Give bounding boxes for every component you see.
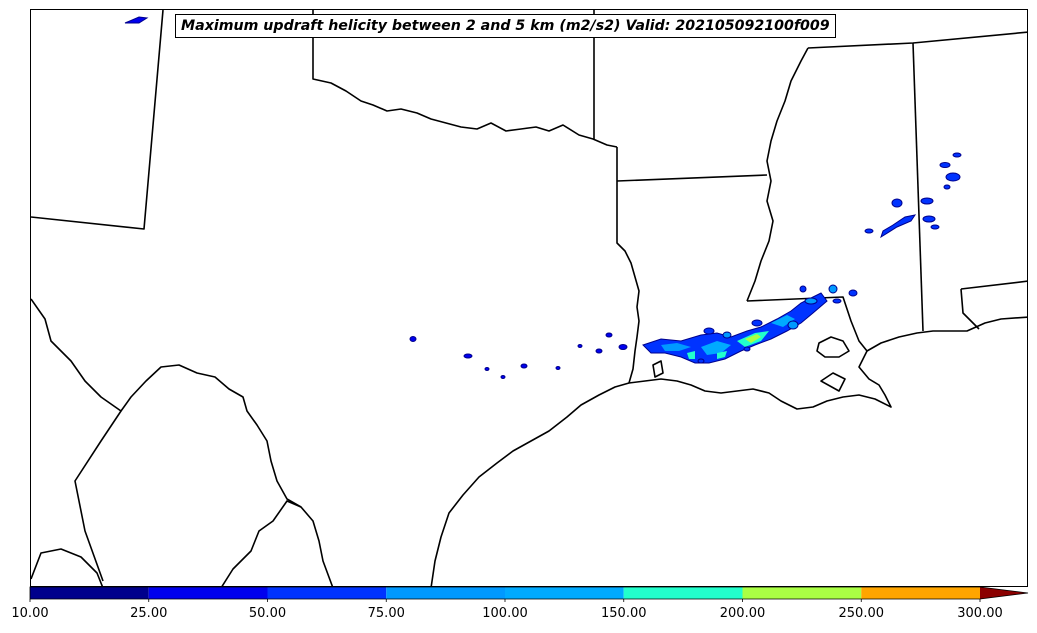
state-border-tx-ar-la xyxy=(616,147,640,384)
colorbar-tick-label: 200.00 xyxy=(719,606,766,621)
colorbar-tick-label: 250.00 xyxy=(838,606,885,621)
gulf-coastline xyxy=(430,316,1027,586)
map-canvas xyxy=(31,10,1027,586)
state-border-ms-al xyxy=(912,42,924,332)
map-title: Maximum updraft helicity between 2 and 5… xyxy=(175,14,836,38)
border-mexico-states-3 xyxy=(31,548,104,586)
swath-nw xyxy=(124,16,149,24)
helicity-swaths xyxy=(124,16,962,379)
colorbar xyxy=(29,586,1029,602)
state-border-tn-line xyxy=(807,31,1027,49)
lake-pontchartrain xyxy=(816,336,850,358)
sabine-lake xyxy=(652,360,664,378)
colorbar-tick-label: 25.00 xyxy=(130,606,168,621)
state-border-ar-la xyxy=(616,174,768,182)
colorbar-segment xyxy=(505,587,624,599)
colorbar-extend-arrow xyxy=(980,587,1028,599)
colorbar-segment xyxy=(30,587,149,599)
border-mexico-states-2 xyxy=(221,500,302,586)
colorbar-tick-label: 10.00 xyxy=(11,606,49,621)
colorbar-segment xyxy=(386,587,505,599)
colorbar-tick-label: 300.00 xyxy=(957,606,1003,621)
colorbar-segment xyxy=(742,587,862,599)
colorbar-segment xyxy=(861,587,980,599)
state-border-nm-ok xyxy=(31,10,164,230)
map-panel xyxy=(30,9,1028,587)
mississippi-delta xyxy=(820,372,846,392)
state-border-fl xyxy=(960,288,980,330)
colorbar-segment xyxy=(623,587,743,599)
colorbar-tick-label: 150.00 xyxy=(601,606,647,621)
colorbar-segment xyxy=(267,587,387,599)
state-border-ar-ms-river xyxy=(746,47,809,302)
colorbar-segment xyxy=(148,587,268,599)
border-tx-mexico xyxy=(31,298,334,586)
colorbar-tick-label: 100.00 xyxy=(482,606,528,621)
border-mexico-states-1 xyxy=(74,410,122,582)
colorbar-tick-label: 75.00 xyxy=(367,606,405,621)
state-border-al-fl xyxy=(960,280,1027,290)
colorbar-tick-label: 50.00 xyxy=(248,606,287,621)
state-border-ok-tx-red-river xyxy=(312,10,618,148)
